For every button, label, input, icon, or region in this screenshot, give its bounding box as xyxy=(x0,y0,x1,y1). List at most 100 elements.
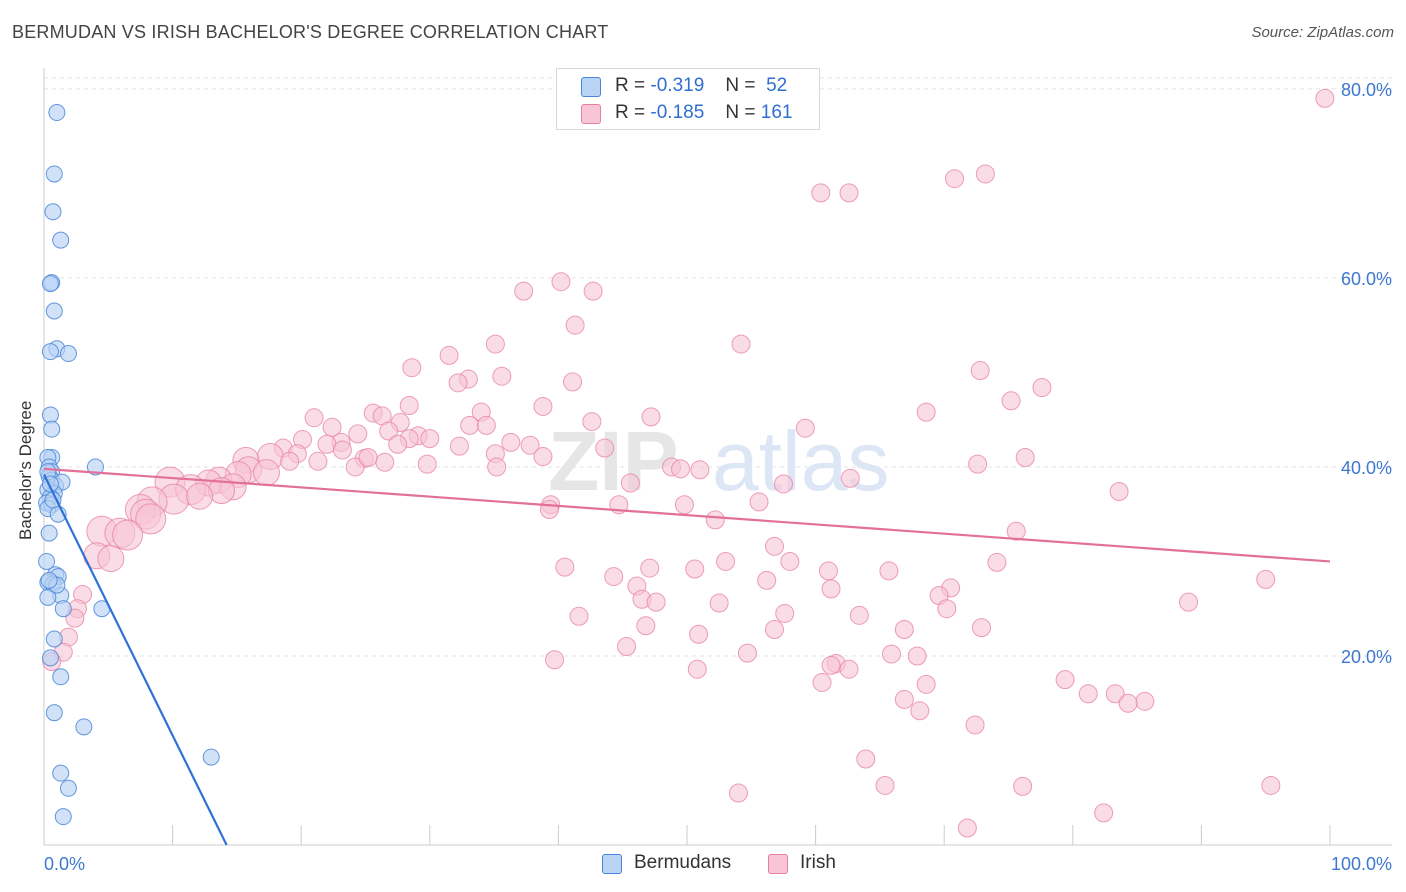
bermudans-points xyxy=(38,104,220,826)
irish-point xyxy=(1179,592,1199,612)
irish-point xyxy=(604,567,624,587)
bermudans-point xyxy=(40,524,58,542)
irish-point xyxy=(1015,448,1035,467)
irish-point xyxy=(757,570,777,590)
irish-point xyxy=(916,402,936,422)
irish-point xyxy=(775,603,795,623)
bermudans-point xyxy=(40,571,58,589)
irish-point xyxy=(533,396,553,416)
irish-point xyxy=(501,432,521,452)
irish-point xyxy=(773,474,793,494)
irish-point xyxy=(485,334,505,354)
irish-point xyxy=(970,361,990,381)
irish-point xyxy=(1078,684,1098,704)
y-tick-label: 40.0% xyxy=(1341,458,1392,478)
irish-point xyxy=(1315,88,1335,108)
bottom-legend-bermudans[interactable]: Bermudans xyxy=(602,852,752,876)
irish-point xyxy=(728,783,748,803)
bermudans-point xyxy=(52,668,70,686)
irish-point xyxy=(894,620,914,640)
bermudans-point xyxy=(43,420,61,438)
irish-point xyxy=(439,345,459,365)
irish-point xyxy=(569,606,589,626)
irish-point xyxy=(641,407,661,427)
irish-point xyxy=(646,592,666,612)
irish-point xyxy=(545,650,565,670)
bermudans-point xyxy=(41,275,59,293)
irish-point xyxy=(821,655,841,675)
bermudans-n-value: 52 xyxy=(766,75,788,96)
irish-legend-label: Irish xyxy=(800,852,836,873)
irish-point xyxy=(916,674,936,694)
irish-point xyxy=(818,561,838,581)
irish-point xyxy=(1109,482,1129,502)
irish-point xyxy=(811,183,831,203)
irish-point xyxy=(420,429,440,449)
irish-point xyxy=(417,454,437,474)
n-label: N = xyxy=(725,102,756,123)
irish-point xyxy=(539,499,559,519)
y-tick-label: 60.0% xyxy=(1341,269,1392,289)
tick-labels: 20.0% 40.0% 60.0% 80.0% 0.0% 100.0% xyxy=(44,80,1392,874)
irish-point xyxy=(839,183,859,203)
irish-point xyxy=(910,701,930,721)
irish-point xyxy=(551,272,571,292)
irish-point xyxy=(840,468,860,488)
irish-trend-line xyxy=(43,467,1331,563)
irish-point xyxy=(617,637,637,657)
bermudans-swatch xyxy=(581,77,601,97)
irish-r-value: -0.185 xyxy=(650,102,705,123)
bermudans-point xyxy=(45,704,63,722)
correlation-legend: R = -0.319 N = 52 R = -0.185 N = 161 xyxy=(556,68,820,130)
irish-point xyxy=(1006,521,1026,541)
irish-point xyxy=(881,644,901,664)
irish-point xyxy=(582,412,602,432)
bermudans-point xyxy=(202,748,220,766)
irish-point xyxy=(674,495,694,515)
bermudans-point xyxy=(39,588,57,606)
irish-point xyxy=(737,643,757,663)
irish-point xyxy=(388,434,408,454)
irish-point xyxy=(975,164,995,184)
irish-point xyxy=(849,605,869,625)
irish-point xyxy=(65,608,85,628)
y-axis-label: Bachelor's Degree xyxy=(16,400,35,540)
irish-point xyxy=(399,396,419,416)
irish-point xyxy=(1256,569,1276,589)
bermudans-point xyxy=(41,649,59,667)
bermudans-point xyxy=(41,343,59,361)
bermudans-r-value: -0.319 xyxy=(650,75,705,96)
irish-point xyxy=(332,440,352,460)
y-tick-label: 20.0% xyxy=(1341,647,1392,667)
bermudans-legend-label: Bermudans xyxy=(634,852,732,873)
irish-point xyxy=(375,452,395,472)
n-label: N = xyxy=(725,75,756,96)
irish-point xyxy=(348,424,368,444)
irish-point xyxy=(1118,693,1138,713)
irish-point xyxy=(533,447,553,467)
irish-point xyxy=(709,593,729,613)
irish-point xyxy=(492,366,512,386)
irish-point xyxy=(879,561,899,581)
irish-points xyxy=(42,88,1335,838)
irish-point xyxy=(1001,391,1021,411)
irish-point xyxy=(565,315,585,335)
grid-lines xyxy=(44,77,1392,657)
irish-point xyxy=(379,421,399,441)
irish-point xyxy=(1135,691,1155,711)
irish-point xyxy=(671,459,691,479)
irish-point xyxy=(856,749,876,769)
bottom-legend-irish[interactable]: Irish xyxy=(768,852,858,876)
bermudans-point xyxy=(38,552,56,570)
irish-point xyxy=(795,418,815,438)
bermudans-point xyxy=(54,600,72,618)
irish-point xyxy=(514,281,534,301)
irish-point xyxy=(97,545,125,573)
irish-point xyxy=(402,358,422,378)
irish-point xyxy=(1032,378,1052,398)
bermudans-point xyxy=(45,302,63,320)
irish-point xyxy=(705,510,725,530)
irish-point xyxy=(322,417,342,437)
irish-point xyxy=(780,551,800,571)
